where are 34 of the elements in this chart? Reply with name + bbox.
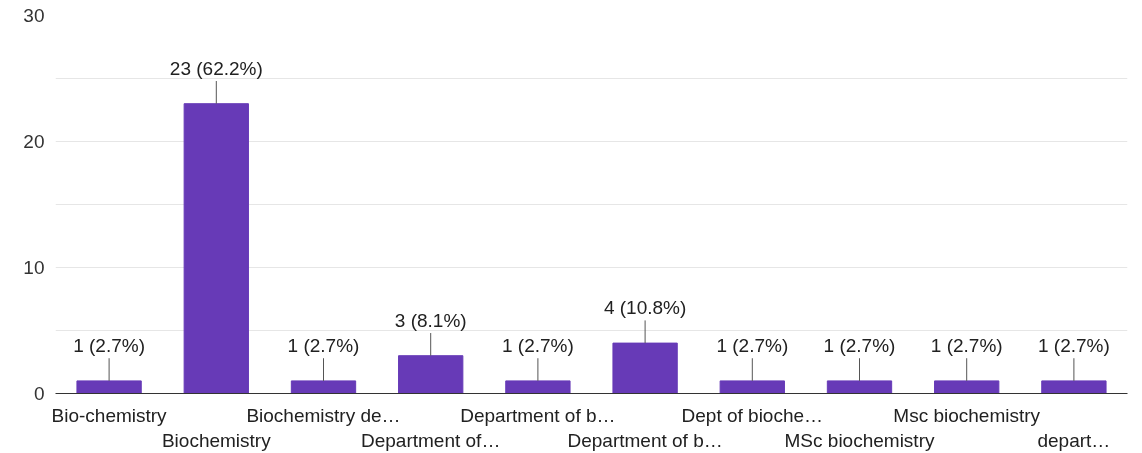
x-tick-label: Msc biochemistry: [893, 404, 1041, 426]
y-tick-label: 10: [23, 257, 45, 278]
bar: [183, 103, 249, 394]
x-tick-label: Department of b…: [567, 429, 723, 451]
x-tick-label: Department of…: [361, 429, 501, 451]
data-label: 4 (10.8%): [603, 297, 687, 319]
bar: [76, 380, 142, 394]
x-tick-label: MSc biochemistry: [784, 429, 935, 451]
x-tick-label: Dept of bioche…: [681, 404, 824, 426]
y-tick-label: 0: [33, 383, 45, 404]
x-tick-label: depart…: [1037, 429, 1111, 451]
x-tick-label: Bio-chemistry: [51, 404, 168, 426]
bar: [826, 380, 893, 394]
data-label: 1 (2.7%): [823, 335, 896, 357]
y-tick-label: 30: [23, 5, 45, 26]
x-tick-label: Department of b…: [460, 404, 616, 426]
bar: [1041, 380, 1107, 394]
x-tick-label: Biochemistry de…: [246, 404, 401, 426]
y-tick-label: 20: [23, 131, 45, 152]
bar: [398, 355, 464, 394]
data-label: 23 (62.2%): [169, 58, 263, 80]
bar: [290, 380, 357, 394]
bar: [719, 380, 785, 394]
data-label: 1 (2.7%): [1038, 335, 1110, 357]
x-tick-label: Biochemistry: [161, 429, 272, 451]
bar: [934, 380, 1000, 394]
data-label: 1 (2.7%): [502, 335, 574, 357]
bar: [612, 342, 678, 394]
data-label: 1 (2.7%): [930, 335, 1003, 357]
data-label: 1 (2.7%): [287, 335, 360, 357]
data-label: 3 (8.1%): [394, 310, 467, 332]
bar: [505, 380, 571, 394]
data-label: 1 (2.7%): [716, 335, 789, 357]
data-label: 1 (2.7%): [73, 335, 146, 357]
